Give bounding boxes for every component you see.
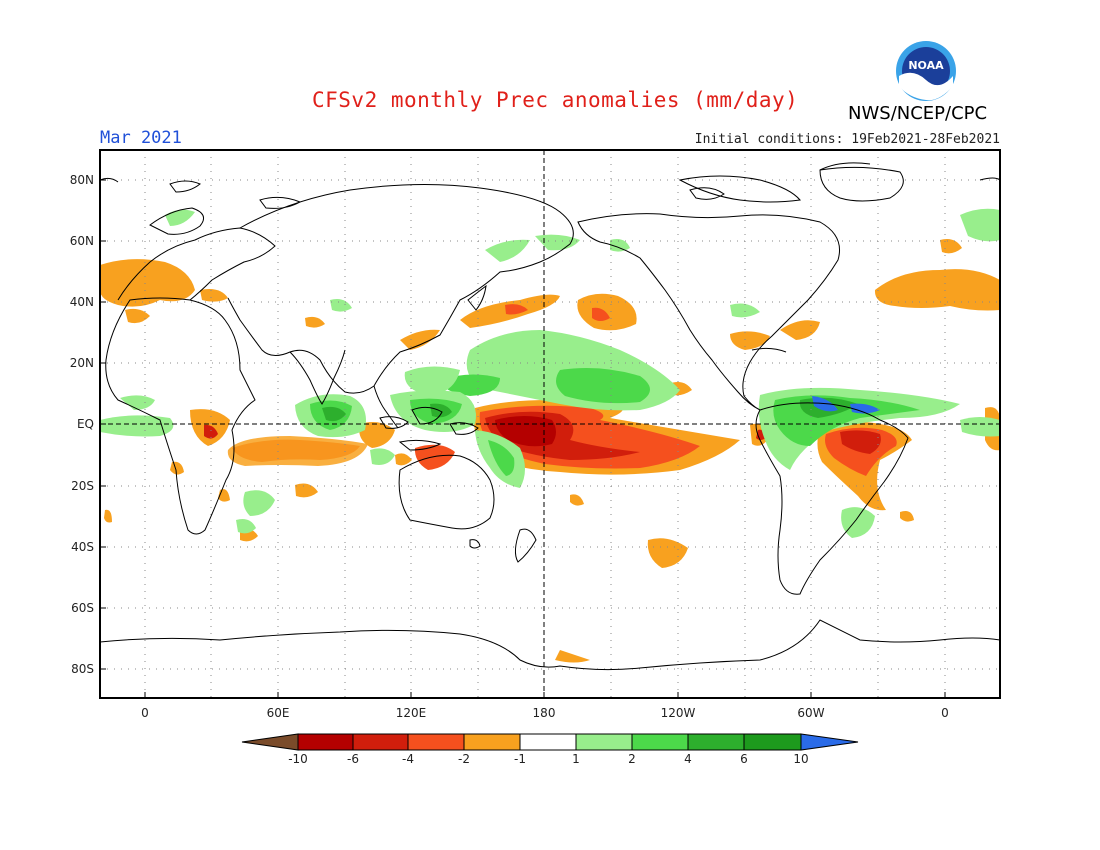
colorbar-arrow-left (241, 733, 299, 751)
colorbar-label: 10 (793, 752, 809, 766)
lat-label: 60N (69, 234, 94, 248)
coastlines (100, 162, 1000, 671)
chart-title: CFSv2 monthly Prec anomalies (mm/day) (312, 88, 799, 112)
lat-label: EQ (76, 417, 94, 431)
lat-label: 40N (69, 295, 94, 309)
tick-marks (100, 179, 946, 698)
anomaly-pacific-wet-mid (556, 368, 650, 404)
lat-label: 60S (71, 601, 94, 615)
colorbar-label: -4 (402, 752, 414, 766)
lon-label: 120E (395, 706, 427, 720)
lon-label: 60E (266, 706, 290, 720)
colorbar-label: 1 (572, 752, 580, 766)
colorbar-label: 6 (740, 752, 748, 766)
lat-label: 40S (71, 540, 94, 554)
colorbar-label: -6 (347, 752, 359, 766)
lon-label: 60W (797, 706, 825, 720)
lon-label: 0 (941, 706, 949, 720)
lon-label: 0 (141, 706, 149, 720)
initial-conditions: Initial conditions: 19Feb2021-28Feb2021 (694, 132, 1000, 147)
lat-label: 20N (69, 356, 94, 370)
colorbar (241, 733, 859, 751)
colorbar-label: 2 (628, 752, 636, 766)
colorbar-arrow-right (800, 733, 859, 751)
colorbar-label: -1 (514, 752, 526, 766)
lat-label: 80N (69, 173, 94, 187)
colorbar-label: -2 (458, 752, 470, 766)
agency-label: NWS/NCEP/CPC (848, 103, 988, 124)
reference-lines (100, 150, 1000, 698)
lon-label: 120W (660, 706, 696, 720)
lat-label: 20S (71, 479, 94, 493)
colorbar-label: 4 (684, 752, 692, 766)
dry-anomalies (100, 239, 1000, 663)
forecast-month: Mar 2021 (100, 128, 182, 148)
lat-label: 80S (71, 662, 94, 676)
colorbar-label: -10 (288, 752, 308, 766)
noaa-logo: NOAA (896, 41, 956, 101)
svg-text:NOAA: NOAA (908, 59, 944, 72)
lon-label: 180 (532, 706, 556, 720)
